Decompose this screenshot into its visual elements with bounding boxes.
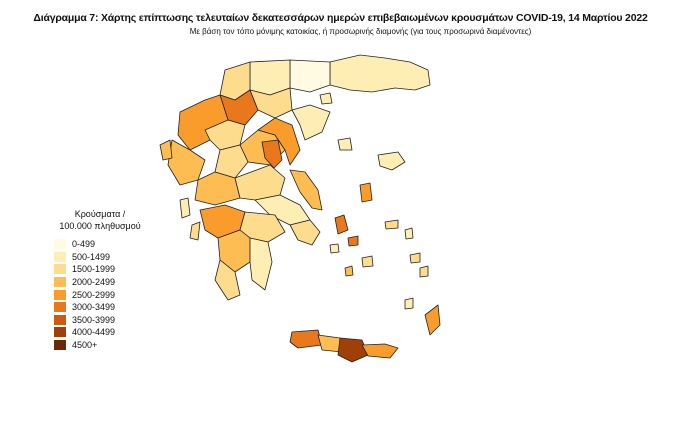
region (214, 259, 241, 301)
region (289, 59, 331, 93)
region (347, 235, 359, 247)
legend-label: 4000-4499 (72, 327, 116, 338)
region (214, 144, 249, 179)
region (419, 265, 429, 278)
legend-item: 1500-1999 (40, 263, 160, 276)
legend-label: 4500+ (72, 340, 98, 351)
legend-label: 0-499 (72, 239, 96, 250)
legend-swatch (54, 327, 66, 338)
legend-swatch (54, 302, 66, 313)
legend-label: 3500-3999 (72, 314, 116, 325)
region (257, 117, 301, 166)
region (289, 329, 323, 349)
legend-label: 2000-2499 (72, 277, 116, 288)
legend-label: 3000-3499 (72, 302, 116, 313)
legend-label: 500-1499 (72, 251, 111, 262)
legend: Κρούσματα / 100.000 πληθυσμού 0-499 500-1… (40, 208, 160, 351)
legend-label: 2500-2999 (72, 289, 116, 300)
legend-item: 4500+ (40, 339, 160, 352)
region (179, 197, 191, 219)
legend-item: 500-1499 (40, 251, 160, 264)
region (377, 151, 406, 171)
legend-item: 4000-4499 (40, 326, 160, 339)
legend-swatch (54, 314, 66, 325)
legend-swatch (54, 340, 66, 351)
legend-item: 3000-3499 (40, 301, 160, 314)
region (249, 237, 273, 291)
legend-swatch (54, 289, 66, 300)
region (334, 214, 349, 235)
region (344, 265, 354, 277)
region (404, 297, 414, 310)
region (361, 343, 399, 359)
region (361, 255, 374, 268)
legend-swatch (54, 264, 66, 275)
region (291, 104, 331, 141)
legend-item: 0-499 (40, 238, 160, 251)
legend-item: 2500-2999 (40, 288, 160, 301)
legend-item: 3500-3999 (40, 314, 160, 327)
region (189, 221, 201, 241)
region (289, 169, 323, 211)
legend-title: Κρούσματα / 100.000 πληθυσμού (40, 208, 160, 232)
map-subtitle: Με βάση τον τόπο μόνιμης κατοικίας, ή πρ… (189, 27, 532, 36)
region (167, 139, 206, 186)
region (337, 137, 353, 151)
map-title: Διάγραμμα 7: Χάρτης επίπτωσης τελευταίων… (33, 12, 648, 24)
legend-swatch (54, 251, 66, 262)
region (359, 182, 373, 203)
region (424, 304, 441, 336)
region (289, 219, 321, 246)
legend-title-line2: 100.000 πληθυσμού (59, 221, 141, 231)
legend-swatch (54, 277, 66, 288)
legend-title-line1: Κρούσματα / (74, 209, 126, 219)
legend-swatch (54, 239, 66, 250)
region (234, 164, 286, 201)
region (159, 139, 173, 161)
legend-item: 2000-2499 (40, 276, 160, 289)
region (261, 139, 283, 169)
region (337, 337, 369, 363)
region (409, 252, 421, 264)
region (329, 54, 431, 93)
region (329, 243, 340, 254)
region (319, 92, 333, 105)
legend-label: 1500-1999 (72, 264, 116, 275)
region (404, 227, 414, 240)
region (384, 219, 399, 230)
